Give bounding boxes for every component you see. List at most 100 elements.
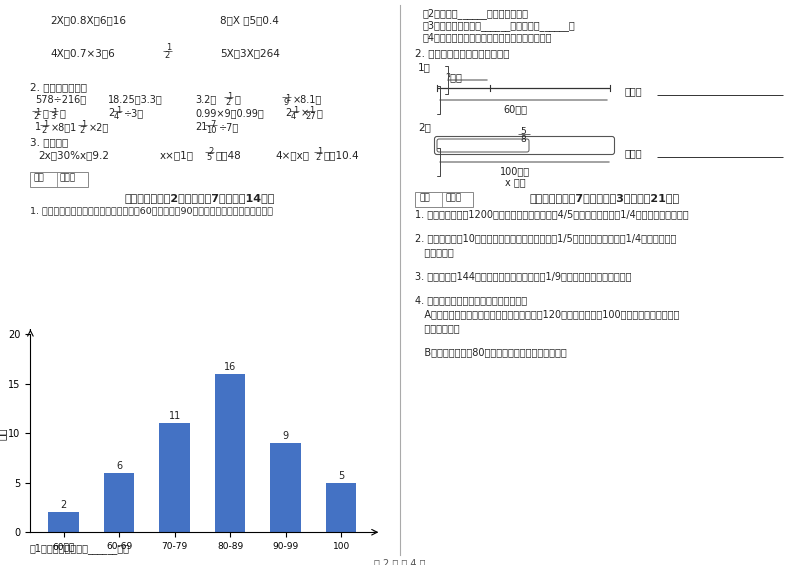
Text: ）＝10.4: ）＝10.4 <box>324 150 360 160</box>
Bar <box>159 424 190 532</box>
Text: 8: 8 <box>520 135 526 144</box>
Text: 1. 新光农场种白菜1200公顷，种的萝卜是白菜的4/5，萝卜又是黄瓜的1/4，种黄瓜多少公顷？: 1. 新光农场种白菜1200公顷，种的萝卜是白菜的4/5，萝卜又是黄瓜的1/4，… <box>415 209 689 219</box>
Bar <box>49 512 79 532</box>
Text: 2. 看图列算式或方程，不计算：: 2. 看图列算式或方程，不计算： <box>415 48 510 58</box>
Text: 2x＋30%x＝9.2: 2x＋30%x＝9.2 <box>38 150 109 160</box>
Text: ×8.1＝: ×8.1＝ <box>293 94 322 104</box>
Text: 3. 小黑身高是144厘米，小龙的身高比小黑高1/9，小龙的身高是多少厘米？: 3. 小黑身高是144厘米，小龙的身高比小黑高1/9，小龙的身高是多少厘米？ <box>415 271 631 281</box>
Text: 578÷216＝: 578÷216＝ <box>35 94 86 104</box>
Text: 21: 21 <box>195 122 207 132</box>
Text: 1: 1 <box>116 106 122 115</box>
Bar <box>215 374 246 532</box>
Text: 列式：: 列式： <box>625 148 642 158</box>
Text: ÷3＝: ÷3＝ <box>124 108 144 118</box>
Text: 4: 4 <box>114 112 119 121</box>
Text: 5: 5 <box>520 127 526 136</box>
Text: 1: 1 <box>293 106 298 115</box>
Text: 1: 1 <box>309 106 314 115</box>
Text: ÷7＝: ÷7＝ <box>219 122 239 132</box>
Text: （4）看右面的统计图，你再提出一个数学问题。: （4）看右面的统计图，你再提出一个数学问题。 <box>423 32 553 42</box>
Text: 2: 2 <box>208 147 214 156</box>
Text: ×: × <box>301 108 309 118</box>
Text: 米没有修？: 米没有修？ <box>415 247 454 257</box>
Text: 1: 1 <box>285 94 290 103</box>
FancyBboxPatch shape <box>415 192 473 207</box>
Text: 评卷人: 评卷人 <box>445 193 461 202</box>
Text: 2: 2 <box>225 98 230 107</box>
Text: 2: 2 <box>108 108 114 118</box>
Text: 2: 2 <box>33 112 38 121</box>
Text: 3. 解方程：: 3. 解方程： <box>30 137 68 147</box>
Text: 60千克: 60千克 <box>503 104 527 114</box>
Text: 2: 2 <box>285 108 291 118</box>
Text: 列式：: 列式： <box>625 86 642 96</box>
Text: A、六一儿童节，同学们做纸花，六年级做了120朵，五年级做了100朵，六年级比五年级多: A、六一儿童节，同学们做纸花，六年级做了120朵，五年级做了100朵，六年级比五… <box>415 309 679 319</box>
Text: （1）这个班共有学生______人。: （1）这个班共有学生______人。 <box>30 543 130 554</box>
Text: 2: 2 <box>79 126 84 135</box>
Text: 2: 2 <box>164 51 170 60</box>
Text: 0.99×9＋0.99＝: 0.99×9＋0.99＝ <box>195 108 264 118</box>
Text: 1. 如图是某班一次数学测试的统计图．（60分为及格，90分为优秀），认真看图后填空．: 1. 如图是某班一次数学测试的统计图．（60分为及格，90分为优秀），认真看图后… <box>30 206 273 215</box>
Text: 1: 1 <box>166 43 171 52</box>
Text: 4×（x＋: 4×（x＋ <box>275 150 309 160</box>
Text: 2: 2 <box>315 153 320 162</box>
Text: 六、应用题（共7小题，每题3分，共计21分）: 六、应用题（共7小题，每题3分，共计21分） <box>530 193 680 203</box>
Text: 4X＋0.7×3＝6: 4X＋0.7×3＝6 <box>50 48 114 58</box>
Text: 2: 2 <box>41 126 46 135</box>
Text: 100千米: 100千米 <box>500 166 530 176</box>
Text: 五、综合题（共2小题，每题7分，共计14分）: 五、综合题（共2小题，每题7分，共计14分） <box>125 193 275 203</box>
Text: 9: 9 <box>282 431 289 441</box>
Text: 评卷人: 评卷人 <box>60 173 76 182</box>
Text: ×8＋1: ×8＋1 <box>51 122 78 132</box>
Text: 4: 4 <box>291 112 296 121</box>
Bar <box>104 473 134 532</box>
Text: 2. 直接写出得数：: 2. 直接写出得数： <box>30 82 87 92</box>
Text: 1: 1 <box>81 120 86 129</box>
Text: 第 2 页 共 4 页: 第 2 页 共 4 页 <box>374 558 426 565</box>
Text: x×（1－: x×（1－ <box>160 150 194 160</box>
Text: 2．: 2． <box>418 122 431 132</box>
Text: 得分: 得分 <box>419 193 430 202</box>
Text: 8：X ＝5：0.4: 8：X ＝5：0.4 <box>220 15 279 25</box>
Text: ＊: ＊ <box>317 108 323 118</box>
Text: x 千米: x 千米 <box>505 177 526 187</box>
Text: 2. 筑路队修一条10千米的公路，第一天修了全长的1/5，第二天修了全长的1/4，还有多少千: 2. 筑路队修一条10千米的公路，第一天修了全长的1/5，第二天修了全长的1/4… <box>415 233 676 243</box>
Text: 1: 1 <box>317 147 322 156</box>
Text: 6: 6 <box>116 461 122 471</box>
Text: 27: 27 <box>305 112 316 121</box>
FancyBboxPatch shape <box>434 137 614 154</box>
Y-axis label: 人数: 人数 <box>0 427 7 440</box>
Text: ＋: ＋ <box>43 108 49 118</box>
Text: B、六年级有男生80人，比女生多，女生有多少人？: B、六年级有男生80人，比女生多，女生有多少人？ <box>415 347 566 357</box>
Text: 1．: 1． <box>418 62 431 72</box>
Text: 1: 1 <box>43 120 48 129</box>
Text: （3）考试的及格率是______，优秀率是______。: （3）考试的及格率是______，优秀率是______。 <box>423 20 576 31</box>
Text: （2）成绩在______段的人数最多。: （2）成绩在______段的人数最多。 <box>423 8 529 19</box>
Text: 得分: 得分 <box>34 173 45 182</box>
Text: 2: 2 <box>61 501 67 511</box>
Text: 5: 5 <box>206 153 211 162</box>
Bar <box>326 483 356 532</box>
Text: 1: 1 <box>35 122 41 132</box>
Text: 做百分之几？: 做百分之几？ <box>415 323 460 333</box>
Text: ＝: ＝ <box>235 94 241 104</box>
FancyBboxPatch shape <box>30 172 88 187</box>
Text: 4. 下面各题，只列出综合算式，不解答。: 4. 下面各题，只列出综合算式，不解答。 <box>415 295 527 305</box>
Text: 3.2－: 3.2－ <box>195 94 216 104</box>
Text: 10: 10 <box>206 126 217 135</box>
Text: 1: 1 <box>227 92 232 101</box>
Text: 2X－0.8X－6＝16: 2X－0.8X－6＝16 <box>50 15 126 25</box>
Text: 5X＋3X＝264: 5X＋3X＝264 <box>220 48 280 58</box>
Text: ）＝48: ）＝48 <box>216 150 242 160</box>
Text: 7: 7 <box>210 120 215 129</box>
Text: ?千克: ?千克 <box>445 72 462 82</box>
FancyBboxPatch shape <box>437 139 529 152</box>
Text: 5: 5 <box>338 471 344 481</box>
Text: 分数: 分数 <box>386 564 398 565</box>
Text: 1: 1 <box>52 108 58 117</box>
Bar <box>270 443 301 532</box>
Text: 3: 3 <box>50 112 55 121</box>
Text: 1: 1 <box>35 108 40 117</box>
Text: 11: 11 <box>169 411 181 421</box>
Text: 16: 16 <box>224 362 236 372</box>
